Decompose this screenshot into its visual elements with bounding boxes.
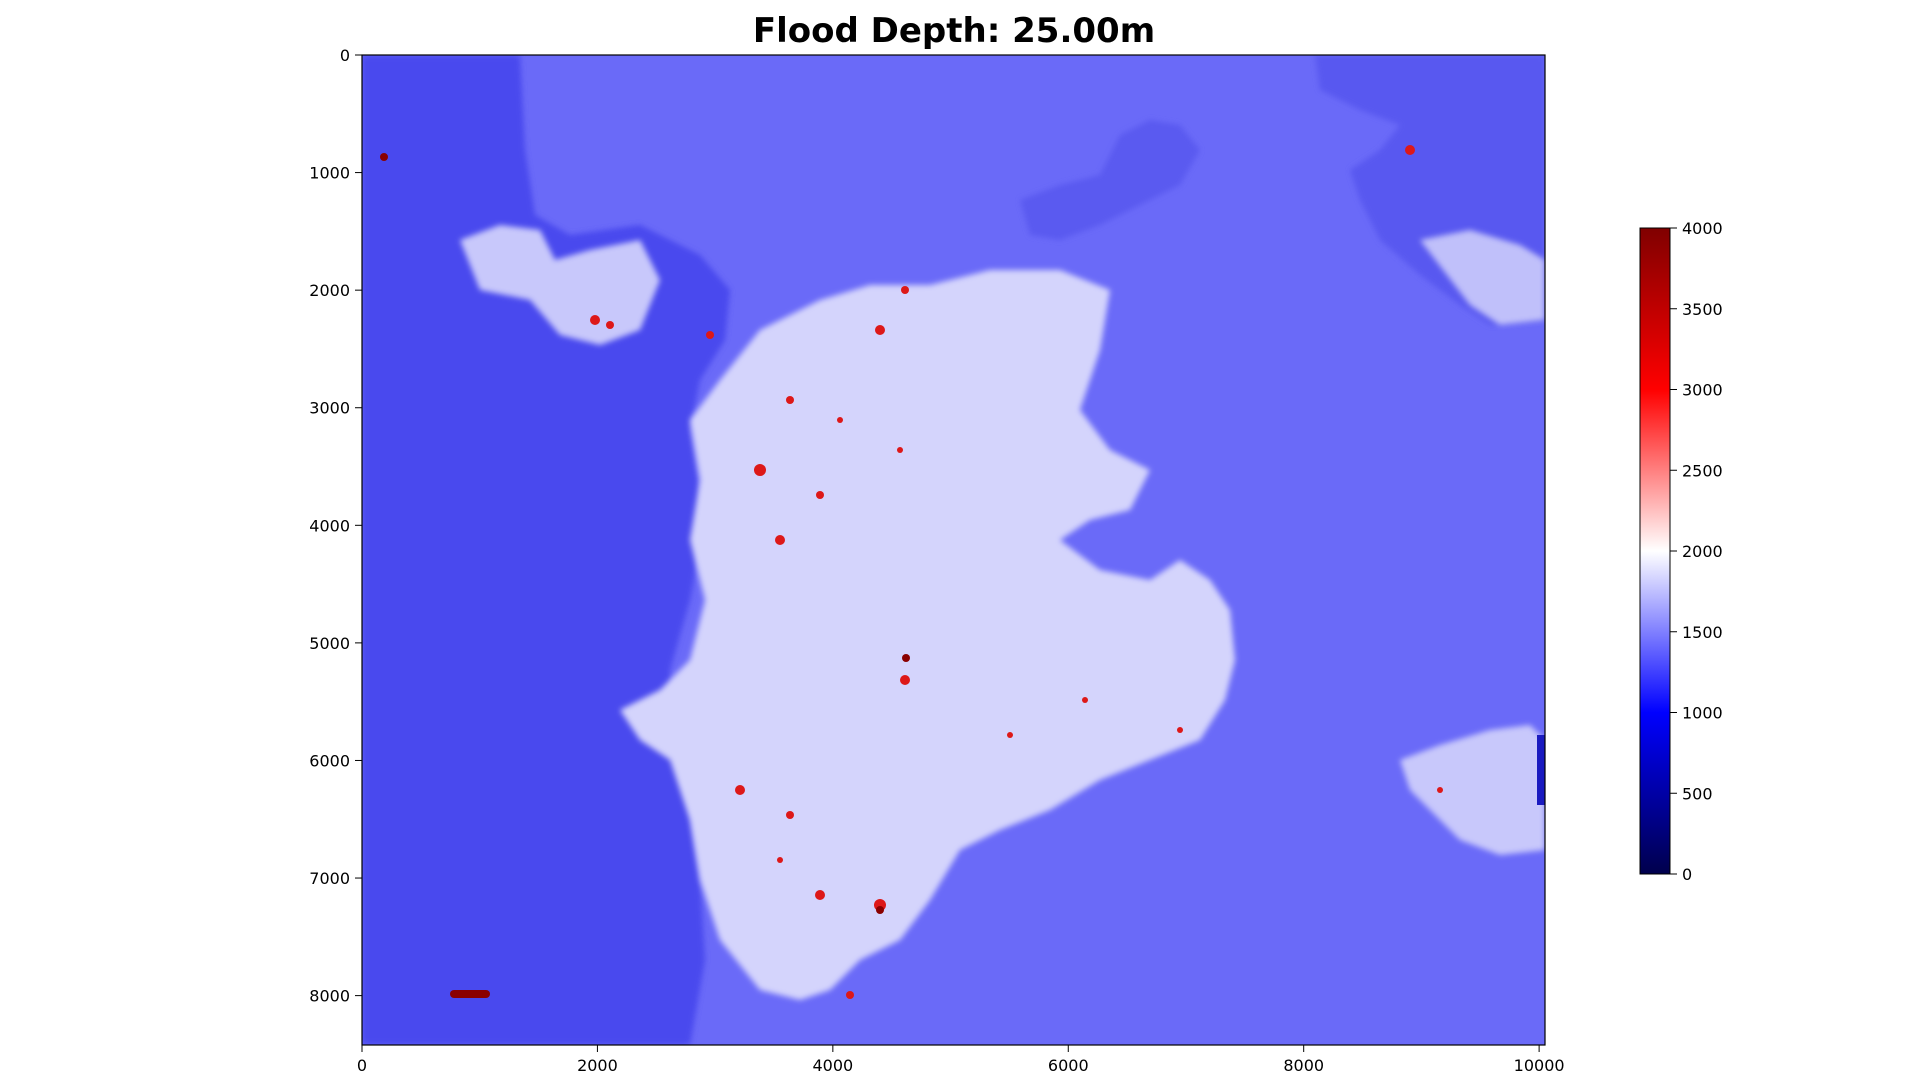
y-tick-label: 2000 <box>309 281 350 300</box>
y-tick-label: 8000 <box>309 987 350 1006</box>
y-tick-label: 4000 <box>309 516 350 535</box>
plot-frame <box>361 54 1546 1046</box>
colorbar-tick-label: 2000 <box>1682 542 1723 561</box>
y-tick-label: 1000 <box>309 164 350 183</box>
x-tick-label: 8000 <box>1283 1056 1324 1075</box>
y-tick-label: 0 <box>340 46 350 65</box>
x-tick-label: 4000 <box>812 1056 853 1075</box>
x-tick-label: 6000 <box>1048 1056 1089 1075</box>
high-depth-specks <box>590 145 1443 999</box>
colorbar <box>1639 227 1671 875</box>
southeast-deep-strip <box>1537 735 1545 805</box>
very-high-depth-specks <box>380 153 910 998</box>
north-coast-islands <box>1020 120 1200 240</box>
northeast-pale-patch <box>1420 230 1545 325</box>
y-axis: 0 1000 2000 3000 4000 5000 6000 7000 8000 <box>309 46 362 1006</box>
x-axis: 0 2000 4000 6000 8000 10000 <box>357 1045 1565 1075</box>
northwest-lowland-patch <box>460 225 660 345</box>
colorbar-tick-label: 0 <box>1682 865 1692 884</box>
y-tick-label: 5000 <box>309 634 350 653</box>
raster-plot-area <box>362 55 1545 1045</box>
y-tick-label: 6000 <box>309 751 350 770</box>
colorbar-tick-label: 3500 <box>1682 300 1723 319</box>
colorbar-tick-label: 1000 <box>1682 704 1723 723</box>
x-tick-label: 10000 <box>1514 1056 1565 1075</box>
colorbar-tick-label: 2500 <box>1682 461 1723 480</box>
colorbar-tick-label: 3000 <box>1682 381 1723 400</box>
colorbar-tick-label: 1500 <box>1682 623 1723 642</box>
y-tick-label: 7000 <box>309 869 350 888</box>
southeast-island <box>1400 725 1545 855</box>
y-tick-label: 3000 <box>309 399 350 418</box>
colorbar-tick-label: 4000 <box>1682 219 1723 238</box>
x-tick-label: 0 <box>357 1056 367 1075</box>
chart-title: Flood Depth: 25.00m <box>753 11 1155 51</box>
x-tick-label: 2000 <box>577 1056 618 1075</box>
colorbar-tick-label: 500 <box>1682 784 1713 803</box>
central-lowland-region <box>620 270 1235 1000</box>
colorbar-axis: 0 500 1000 1500 2000 2500 3000 3500 4000 <box>1670 219 1723 884</box>
